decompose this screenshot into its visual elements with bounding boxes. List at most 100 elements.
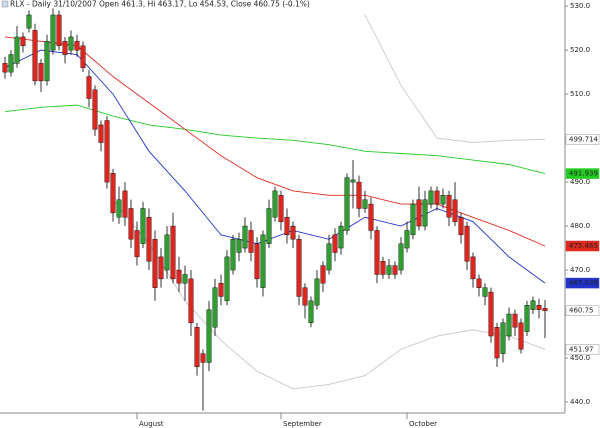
candle-body [8,54,14,73]
candle-body [326,243,332,271]
candle-body [74,41,80,51]
candle-body [404,230,410,249]
candle-body [302,287,308,306]
candle-body [254,243,260,280]
candle-body [206,309,212,363]
price-label: 491.939 [569,170,598,178]
candle-body [356,181,362,209]
candle-body [128,208,134,240]
candle-body [32,30,38,82]
candle-body [452,199,458,222]
y-tick-label: 530.0 [570,2,590,10]
candle-body [410,203,416,236]
x-tick-label: August [139,420,164,428]
price-label: 467.039 [569,279,598,287]
candle-body [428,190,434,205]
price-label: 451.97 [569,345,594,353]
candle-body [242,225,248,249]
candle-body [422,199,428,227]
candle-body [2,63,8,73]
candle-body [194,327,200,368]
candle-body [374,230,380,275]
candle-body [110,173,116,214]
candle-body [68,36,74,51]
x-tick-label: October [409,420,437,428]
price-label-box [565,168,600,179]
candle-body [56,14,62,46]
y-tick-label: 480.0 [570,222,590,230]
candle-body [380,261,386,275]
candle-body [92,89,98,130]
candle-body [416,199,422,227]
price-label: 475.465 [569,242,598,250]
price-label: 499.714 [569,135,598,143]
candle-body [524,305,530,332]
candle-body [362,199,368,209]
candle-body [212,287,218,328]
candle-body [20,36,26,46]
price-label-box [565,134,600,145]
candle-body [62,41,68,55]
candle-body [134,230,140,258]
price-label-box [565,277,600,289]
price-label-box [565,344,600,355]
y-tick-label: 470.0 [570,266,590,274]
candle-body [164,234,170,271]
candle-body [272,190,278,218]
candle-body [308,300,314,324]
candle-body [518,322,524,350]
candle-body [260,234,266,288]
candle-body [50,14,56,51]
candle-body [320,265,326,284]
candle-body [176,269,182,284]
candle-body [122,190,128,218]
candle-body [314,278,320,306]
y-tick-label: 520.0 [570,46,590,54]
candle-body [506,313,512,337]
candle-body [278,195,284,222]
title-icon [1,0,9,8]
candle-body [104,120,110,183]
candle-body [38,63,44,82]
candle-body [230,239,236,271]
indicator-line [364,14,546,143]
candle-body [296,239,302,297]
candle-body [392,265,398,275]
candle-body [218,283,224,297]
y-tick-label: 490.0 [570,178,590,186]
candle-body [140,208,146,244]
candle-body [338,225,344,249]
candle-body [482,287,488,297]
candle-body [458,217,464,236]
candle-body [44,41,50,82]
candle-body [344,177,350,231]
candle-body [188,278,194,324]
y-tick-label: 510.0 [570,90,590,98]
y-tick-label: 440.0 [570,398,590,406]
candle-body [26,14,32,29]
candle-body [350,179,356,183]
candle-body [332,234,338,253]
candle-body [530,300,536,310]
candle-body [440,195,446,205]
candle-body [170,225,176,280]
candle-body [500,322,506,354]
x-tick-label: September [283,420,322,428]
candle-body [284,217,290,236]
candle-body [158,256,164,280]
candle-body [14,36,20,64]
candle-body [80,45,86,68]
candle-body [386,265,392,275]
candle-body [248,230,254,253]
candle-body [152,239,158,288]
candle-body [146,217,152,262]
candle-body [488,291,494,337]
candle-body [290,225,296,240]
candle-body [116,199,122,218]
price-label-box [565,240,600,252]
candle-body [236,239,242,253]
candle-body [86,76,92,99]
candle-body [266,208,272,244]
